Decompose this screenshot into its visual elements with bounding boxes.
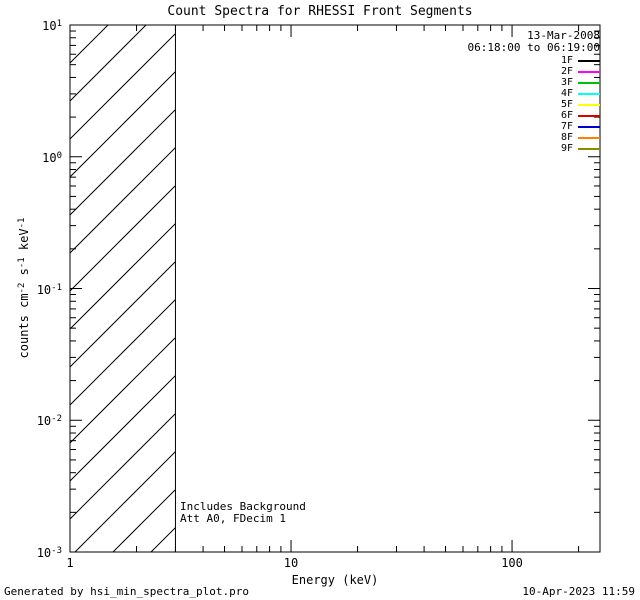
hatch-line	[112, 489, 176, 552]
legend-item-2f: 2F	[561, 66, 600, 77]
hatch-line	[70, 413, 176, 520]
legend-label: 1F	[560, 55, 573, 66]
legend-item-7f: 7F	[561, 121, 600, 132]
legend-line-swatch	[578, 147, 600, 150]
hatch-line	[70, 25, 147, 102]
legend-line-swatch	[578, 114, 600, 117]
legend-label: 3F	[560, 77, 573, 88]
legend-line-swatch	[578, 81, 600, 84]
legend-item-3f: 3F	[561, 77, 600, 88]
y-tick-label: 10-3	[36, 546, 62, 560]
legend-label: 9F	[560, 143, 573, 154]
hatch-line	[70, 375, 176, 482]
legend-label: 6F	[560, 110, 573, 121]
hatch-pattern	[70, 25, 176, 552]
legend-label: 4F	[560, 88, 573, 99]
hatch-line	[70, 109, 176, 216]
footer-datetime: 10-Apr-2023 11:59	[522, 585, 635, 598]
legend: 1F 2F 3F 4F 5F 6F 7F 8F 9F	[561, 55, 600, 154]
annotation-attenuator-state: Att A0, FDecim 1	[180, 512, 286, 525]
y-tick-label: 10-1	[36, 282, 62, 297]
legend-label: 2F	[560, 66, 573, 77]
y-tick-label: 100	[42, 150, 62, 165]
y-tick-label: 101	[42, 19, 62, 33]
axis-ticks	[69, 24, 600, 553]
legend-line-swatch	[578, 92, 600, 95]
hatch-line	[74, 451, 176, 552]
legend-line-swatch	[578, 59, 600, 62]
x-tick-label: 1	[66, 556, 74, 570]
hatch-line	[70, 185, 176, 292]
legend-item-6f: 6F	[561, 110, 600, 121]
hatch-line	[70, 223, 176, 330]
y-tick-label: 10-2	[36, 414, 62, 429]
hatch-line	[70, 147, 176, 254]
legend-item-8f: 8F	[561, 132, 600, 143]
hatch-line	[70, 25, 71, 26]
hatch-line	[70, 261, 176, 368]
plot-border	[69, 24, 601, 553]
observation-date: 13-Mar-2008	[527, 29, 600, 42]
legend-item-5f: 5F	[561, 99, 600, 110]
hatch-line	[70, 299, 176, 406]
legend-line-swatch	[578, 136, 600, 139]
legend-item-9f: 9F	[561, 143, 600, 154]
legend-line-swatch	[578, 70, 600, 73]
x-tick-label: 100	[501, 556, 523, 570]
hatch-line	[70, 71, 176, 178]
annotation-includes-background: Includes Background	[180, 500, 306, 513]
legend-label: 7F	[560, 121, 573, 132]
legend-label: 5F	[560, 99, 573, 110]
legend-label: 8F	[560, 132, 573, 143]
x-tick-label: 10	[283, 556, 299, 570]
chart-title: Count Spectra for RHESSI Front Segments	[167, 4, 473, 19]
legend-item-4f: 4F	[561, 88, 600, 99]
legend-line-swatch	[578, 103, 600, 106]
observation-time-range: 06:18:00 to 06:19:00	[467, 41, 600, 54]
legend-line-swatch	[578, 125, 600, 128]
hatch-line	[70, 337, 176, 444]
hatch-line	[70, 25, 109, 64]
footer-generated-by: Generated by hsi_min_spectra_plot.pro	[4, 585, 250, 598]
x-axis-label: Energy (keV)	[291, 573, 379, 587]
legend-item-1f: 1F	[561, 55, 600, 66]
hatch-line	[150, 527, 176, 552]
y-axis-label: counts cm-2 s-1 keV-1	[17, 217, 31, 359]
hatch-line	[70, 33, 176, 140]
